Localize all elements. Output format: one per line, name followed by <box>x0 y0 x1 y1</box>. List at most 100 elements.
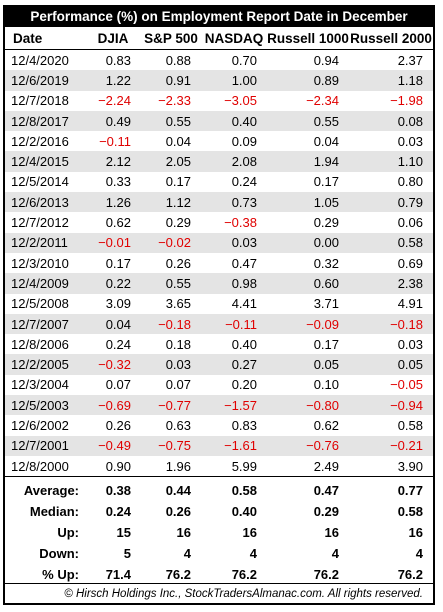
cell-nasdaq: 0.09 <box>231 133 257 149</box>
cell-djia: 0.90 <box>85 455 141 478</box>
summary-label: Down: <box>39 546 79 562</box>
table-row: 12/8/2006 0.24 0.18 0.40 0.17 0.03 <box>5 334 433 354</box>
cell-russell-2000: 0.03 <box>397 133 423 149</box>
table-row: 12/4/2015 2.12 2.05 2.08 1.94 1.10 <box>5 151 433 172</box>
cell-date: 12/6/2013 <box>5 192 85 213</box>
table-row: 12/8/2000 0.90 1.96 5.99 2.49 3.90 <box>5 455 433 478</box>
data-rows: 12/4/2020 0.83 0.88 0.70 0.94 2.37 12/6/2019 1.… <box>5 50 433 478</box>
cell-russell-2000: −0.94 <box>349 395 433 416</box>
summary-russell-2000: 4 <box>415 546 423 562</box>
summary-russell-2000: 0.58 <box>397 504 423 520</box>
summary-row: Average: 0.38 0.44 0.58 0.47 0.77 <box>5 477 433 502</box>
cell-nasdaq: 0.03 <box>201 232 267 253</box>
cell-nasdaq: −1.61 <box>201 435 267 456</box>
performance-table: Date DJIA S&P 500 NASDAQ Russell 1000 Ru… <box>5 27 433 585</box>
cell-russell-1000: 0.05 <box>267 354 349 375</box>
cell-sp500: −0.02 <box>141 232 201 253</box>
cell-russell-1000: −0.80 <box>267 395 349 416</box>
cell-russell-2000: −1.98 <box>390 93 423 109</box>
table-title: Performance (%) on Employment Report Dat… <box>5 7 433 27</box>
cell-russell-2000: 0.58 <box>397 417 423 433</box>
summary-row: Up: 15 16 16 16 16 <box>5 522 433 543</box>
cell-nasdaq: −0.11 <box>201 313 267 335</box>
cell-sp500: −0.77 <box>141 395 201 416</box>
cell-djia: 1.22 <box>85 70 141 91</box>
cell-sp500: 0.04 <box>165 133 191 149</box>
summary-sp500: 16 <box>176 525 191 541</box>
cell-russell-2000: 1.10 <box>349 151 433 172</box>
cell-sp500: 3.65 <box>165 296 191 312</box>
summary-nasdaq: 16 <box>242 525 257 541</box>
cell-russell-1000: 0.29 <box>313 215 339 231</box>
table-row: 12/2/2011 −0.01 −0.02 0.03 0.00 0.58 <box>5 232 433 253</box>
cell-nasdaq: 0.73 <box>201 192 267 213</box>
cell-nasdaq: 0.20 <box>231 377 257 393</box>
cell-russell-2000: 0.03 <box>397 336 423 352</box>
cell-nasdaq: 0.40 <box>201 110 267 132</box>
summary-nasdaq: 0.58 <box>231 483 257 499</box>
summary-sp500: 4 <box>183 546 191 562</box>
summary-russell-2000: 76.2 <box>397 567 423 583</box>
cell-sp500: 0.18 <box>165 336 191 352</box>
performance-table-panel: Performance (%) on Employment Report Dat… <box>3 5 435 605</box>
cell-date: 12/3/2010 <box>11 255 69 271</box>
cell-russell-1000: 0.17 <box>313 336 339 352</box>
copyright-footer: © Hirsch Holdings Inc., StockTradersAlma… <box>5 583 433 603</box>
cell-nasdaq: 0.27 <box>201 354 267 375</box>
cell-nasdaq: −3.05 <box>224 93 257 109</box>
cell-russell-2000: 0.06 <box>397 215 423 231</box>
cell-sp500: −0.18 <box>141 313 201 335</box>
cell-djia: 0.83 <box>105 52 131 68</box>
summary-russell-1000: 4 <box>331 546 339 562</box>
summary-nasdaq: 76.2 <box>231 567 257 583</box>
summary-rows: Average: 0.38 0.44 0.58 0.47 0.77 Median: 0.24 0… <box>5 477 433 586</box>
cell-russell-2000: 0.08 <box>349 110 433 132</box>
cell-russell-2000: 4.91 <box>397 296 423 312</box>
cell-djia: −0.32 <box>85 354 141 375</box>
cell-russell-1000: 0.10 <box>313 377 339 393</box>
cell-nasdaq: 0.98 <box>201 273 267 294</box>
cell-djia: 0.49 <box>85 110 141 132</box>
cell-sp500: 0.55 <box>141 273 201 294</box>
cell-nasdaq: −0.38 <box>224 215 257 231</box>
cell-russell-1000: 1.05 <box>267 192 349 213</box>
cell-djia: 1.26 <box>85 192 141 213</box>
cell-sp500: −0.75 <box>141 435 201 456</box>
cell-nasdaq: 2.08 <box>201 151 267 172</box>
cell-date: 12/8/2006 <box>11 336 69 352</box>
summary-sp500: 0.44 <box>165 483 191 499</box>
summary-djia: 15 <box>116 525 131 541</box>
table-row: 12/6/2002 0.26 0.63 0.83 0.62 0.58 <box>5 415 433 435</box>
cell-russell-2000: −0.18 <box>349 313 433 335</box>
cell-russell-2000: −0.05 <box>390 377 423 393</box>
cell-sp500: 1.96 <box>141 455 201 478</box>
table-row: 12/3/2010 0.17 0.26 0.47 0.32 0.69 <box>5 253 433 273</box>
cell-sp500: 0.63 <box>165 417 191 433</box>
cell-sp500: 0.03 <box>141 354 201 375</box>
cell-russell-1000: 0.32 <box>313 255 339 271</box>
header-djia: DJIA <box>85 27 141 50</box>
cell-date: 12/5/2003 <box>5 395 85 416</box>
cell-russell-1000: 0.55 <box>267 110 349 132</box>
table-row: 12/5/2003 −0.69 −0.77 −1.57 −0.80 −0.94 <box>5 395 433 416</box>
summary-row: Down: 5 4 4 4 4 <box>5 543 433 564</box>
cell-russell-2000: 0.79 <box>349 192 433 213</box>
cell-sp500: 0.88 <box>165 52 191 68</box>
cell-russell-1000: 0.94 <box>313 52 339 68</box>
cell-djia: 3.09 <box>105 296 131 312</box>
cell-djia: −0.01 <box>85 232 141 253</box>
table-row: 12/2/2005 −0.32 0.03 0.27 0.05 0.05 <box>5 354 433 375</box>
cell-russell-2000: 0.69 <box>397 255 423 271</box>
cell-date: 12/7/2012 <box>11 215 69 231</box>
cell-date: 12/3/2004 <box>11 377 69 393</box>
cell-date: 12/4/2009 <box>5 273 85 294</box>
table-row: 12/5/2008 3.09 3.65 4.41 3.71 4.91 <box>5 294 433 314</box>
summary-row: % Up: 71.4 76.2 76.2 76.2 76.2 <box>5 564 433 585</box>
table-row: 12/4/2020 0.83 0.88 0.70 0.94 2.37 <box>5 50 433 71</box>
cell-sp500: 2.05 <box>141 151 201 172</box>
cell-russell-2000: 0.80 <box>397 174 423 190</box>
cell-date: 12/2/2005 <box>5 354 85 375</box>
summary-label: Median: <box>29 504 79 520</box>
cell-sp500: 0.91 <box>141 70 201 91</box>
cell-date: 12/7/2007 <box>5 313 85 335</box>
